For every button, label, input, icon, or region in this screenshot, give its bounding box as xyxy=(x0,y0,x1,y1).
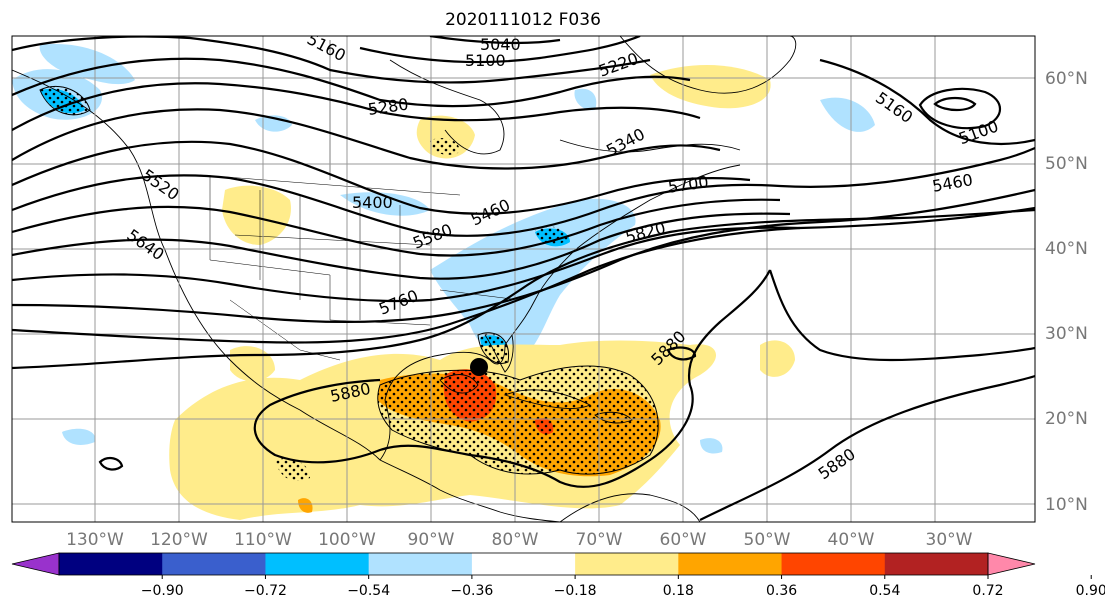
colorbar-segment xyxy=(368,553,473,575)
yellow-patch-west xyxy=(222,185,291,245)
map-frame xyxy=(11,35,1036,523)
yellow-patch-mid-atlantic xyxy=(760,340,795,377)
colorbar-tick-label: −0.72 xyxy=(244,583,287,599)
lon-label: 60°W xyxy=(660,530,707,550)
coast-yucatan xyxy=(439,374,479,394)
yellow-patch-greenland xyxy=(650,64,771,109)
contour-5880-east xyxy=(768,269,1035,362)
contour-5100-low xyxy=(918,87,1002,130)
colorbar-segment xyxy=(471,553,576,575)
contour-5820 xyxy=(12,208,1035,370)
contour-5880-south xyxy=(699,374,1035,521)
colorbar-segment xyxy=(265,553,370,575)
colorbar-tick-label: 0.72 xyxy=(972,583,1003,599)
lon-label: 100°W xyxy=(318,530,376,550)
lat-label: 20°N xyxy=(1045,409,1088,429)
contour-5640 xyxy=(12,226,801,303)
lon-label: 80°W xyxy=(492,530,539,550)
colorbar-tick-label: 0.18 xyxy=(663,583,694,599)
contour-5520 xyxy=(12,198,781,257)
coast-hispaniola xyxy=(594,411,633,424)
colorbar-segment xyxy=(162,553,266,575)
colorbar-tick-label: 0.54 xyxy=(869,583,900,599)
lon-label: 40°W xyxy=(828,530,875,550)
colorbar-ticks: −0.90 −0.72 −0.54 −0.36 −0.18 0.18 0.36 0.54 0.7… xyxy=(141,575,1105,599)
map-title: 2020111012 F036 xyxy=(445,10,601,30)
contour-5160-east-low xyxy=(819,58,1035,145)
lon-label: 130°W xyxy=(66,530,124,550)
contour-5040 xyxy=(429,36,561,45)
contour-5580 xyxy=(12,212,791,280)
colorbar-segment xyxy=(59,553,163,575)
blue-patch-canada xyxy=(340,192,430,216)
lon-label: 30°W xyxy=(926,530,973,550)
contour-small-closed-1 xyxy=(98,456,124,471)
coast-labrador xyxy=(559,139,741,153)
contour-5460 xyxy=(12,146,1035,237)
contour-small-closed-2 xyxy=(666,346,697,361)
anomaly-contours xyxy=(39,85,659,475)
lon-label: 110°W xyxy=(234,530,292,550)
colorbar-tick-label: −0.36 xyxy=(450,583,493,599)
graticule xyxy=(12,36,1035,522)
location-marker xyxy=(470,358,488,376)
blue-patch-atlantic xyxy=(820,97,875,132)
colorbar-extend-high xyxy=(987,552,1036,576)
lat-label: 40°N xyxy=(1045,239,1088,259)
lat-label: 50°N xyxy=(1045,154,1088,174)
latitude-labels: 60°N 50°N 40°N 30°N 20°N 10°N xyxy=(1045,69,1088,515)
longitude-labels: 130°W 120°W 110°W 100°W 90°W 80°W 70°W 6… xyxy=(66,530,973,550)
colorbar-segments xyxy=(11,552,1036,576)
contour-5220 xyxy=(12,57,691,108)
colorbar-tick-label: 0.36 xyxy=(766,583,797,599)
blue-patch-caribbean xyxy=(700,438,723,454)
colorbar: −0.90 −0.72 −0.54 −0.36 −0.18 0.18 0.36 0.54 0.7… xyxy=(11,552,1105,599)
colorbar-extend-low xyxy=(11,552,60,576)
political-borders xyxy=(199,40,521,361)
blue-patch-nw-top xyxy=(39,44,135,85)
colorbar-tick-label: −0.54 xyxy=(347,583,390,599)
lon-label: 90°W xyxy=(408,530,455,550)
blue-patch-greenland xyxy=(574,88,597,111)
coast-greenland xyxy=(619,36,797,94)
contour-label: 5100 xyxy=(465,51,506,70)
colorbar-tick-label: −0.18 xyxy=(554,583,597,599)
lat-label: 10°N xyxy=(1045,495,1088,515)
coast-south-america xyxy=(559,493,701,522)
contour-5400 xyxy=(12,140,751,215)
height-contours xyxy=(12,36,1035,521)
coast-central-america xyxy=(379,459,561,522)
colorbar-segment xyxy=(575,553,679,575)
blue-patch-pacific xyxy=(62,428,96,445)
contour-5100 xyxy=(359,36,641,64)
contour-5160-west xyxy=(12,36,651,84)
orange-patch-pacific xyxy=(298,498,313,513)
coast-florida xyxy=(484,334,514,373)
colorbar-segment xyxy=(884,553,989,575)
contour-5340 xyxy=(12,108,721,170)
colorbar-border xyxy=(58,552,989,576)
lon-label: 70°W xyxy=(576,530,623,550)
coast-cuba xyxy=(503,389,592,409)
contour-label: 5040 xyxy=(480,35,521,54)
coast-north-america-west xyxy=(12,69,381,461)
map-area: 5040 5100 5160 5220 5280 5340 5400 5460 … xyxy=(12,35,1035,522)
contour-5040-low-inner xyxy=(933,96,977,112)
contour-5880-main xyxy=(253,269,771,488)
colorbar-segment xyxy=(781,553,886,575)
colorbar-tick-label: 0.90 xyxy=(1076,583,1105,599)
lon-label: 50°W xyxy=(744,530,791,550)
colorbar-tick-label: −0.90 xyxy=(141,583,184,599)
lon-label: 120°W xyxy=(150,530,208,550)
contour-5760 xyxy=(12,206,1035,344)
colorbar-segment xyxy=(678,553,783,575)
lat-label: 30°N xyxy=(1045,324,1088,344)
contour-5280 xyxy=(12,82,701,131)
contour-label: 5400 xyxy=(352,193,393,212)
coastlines xyxy=(12,36,797,522)
lat-label: 60°N xyxy=(1045,69,1088,89)
coast-gulf xyxy=(379,164,741,461)
